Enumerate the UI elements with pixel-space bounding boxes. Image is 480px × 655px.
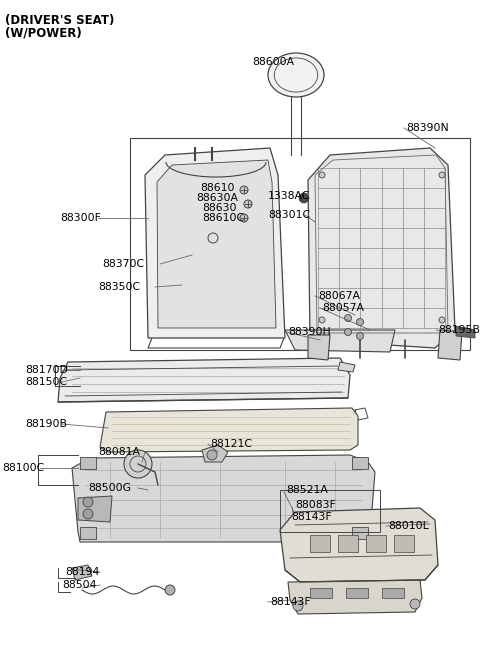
Circle shape: [124, 450, 152, 478]
Polygon shape: [308, 335, 330, 360]
Circle shape: [410, 599, 420, 609]
Text: (W/POWER): (W/POWER): [5, 26, 82, 39]
Text: 88390H: 88390H: [288, 327, 331, 337]
Text: 88370C: 88370C: [102, 259, 144, 269]
Text: 1338AC: 1338AC: [268, 191, 311, 201]
Polygon shape: [456, 326, 475, 338]
Text: 88010L: 88010L: [388, 521, 429, 531]
Polygon shape: [145, 148, 285, 338]
Polygon shape: [157, 160, 276, 328]
Text: 88190B: 88190B: [25, 419, 67, 429]
Circle shape: [165, 585, 175, 595]
Polygon shape: [72, 455, 375, 542]
Circle shape: [83, 497, 93, 507]
Polygon shape: [285, 330, 395, 352]
Polygon shape: [80, 457, 96, 469]
Text: 88610: 88610: [200, 183, 235, 193]
Text: 88100C: 88100C: [2, 463, 44, 473]
Polygon shape: [78, 496, 112, 522]
Text: 88504: 88504: [62, 580, 96, 590]
Polygon shape: [280, 508, 438, 582]
Text: 88301C: 88301C: [268, 210, 310, 220]
Circle shape: [345, 329, 351, 335]
Polygon shape: [310, 535, 330, 552]
Polygon shape: [100, 408, 358, 452]
Polygon shape: [346, 588, 368, 598]
Circle shape: [319, 317, 325, 323]
Text: 88194: 88194: [65, 567, 99, 577]
Polygon shape: [288, 580, 422, 614]
Polygon shape: [72, 565, 92, 580]
Text: 88081A: 88081A: [98, 447, 140, 457]
Bar: [130, 138, 470, 350]
Text: 88143F: 88143F: [291, 512, 332, 522]
Polygon shape: [338, 362, 355, 372]
Circle shape: [439, 317, 445, 323]
Circle shape: [207, 450, 217, 460]
Ellipse shape: [268, 53, 324, 97]
Polygon shape: [310, 588, 332, 598]
Polygon shape: [202, 445, 228, 462]
Circle shape: [319, 172, 325, 178]
Polygon shape: [80, 527, 96, 539]
Polygon shape: [438, 330, 462, 360]
Text: 88390N: 88390N: [406, 123, 449, 133]
Text: 88630: 88630: [202, 203, 237, 213]
Circle shape: [240, 186, 248, 194]
Text: 88600A: 88600A: [252, 57, 294, 67]
Circle shape: [357, 318, 363, 326]
Text: 88630A: 88630A: [196, 193, 238, 203]
Circle shape: [345, 314, 351, 322]
Circle shape: [293, 601, 303, 611]
Text: 88121C: 88121C: [210, 439, 252, 449]
Text: 88521A: 88521A: [286, 485, 328, 495]
Circle shape: [244, 200, 252, 208]
Text: 88170D: 88170D: [25, 365, 68, 375]
Circle shape: [299, 193, 309, 203]
Text: 88083F: 88083F: [295, 500, 336, 510]
Polygon shape: [366, 535, 386, 552]
Circle shape: [83, 509, 93, 519]
Polygon shape: [308, 148, 455, 348]
Polygon shape: [352, 527, 368, 539]
Text: 88143F: 88143F: [270, 597, 311, 607]
Polygon shape: [338, 535, 358, 552]
Text: 88057A: 88057A: [322, 303, 364, 313]
Polygon shape: [352, 457, 368, 469]
Polygon shape: [382, 588, 404, 598]
Circle shape: [240, 214, 248, 222]
Bar: [280, 490, 380, 532]
Circle shape: [357, 333, 363, 339]
Text: 88350C: 88350C: [98, 282, 140, 292]
Polygon shape: [394, 535, 414, 552]
Text: 88067A: 88067A: [318, 291, 360, 301]
Circle shape: [439, 172, 445, 178]
Text: 88300F: 88300F: [60, 213, 101, 223]
Polygon shape: [58, 358, 350, 402]
Text: (DRIVER'S SEAT): (DRIVER'S SEAT): [5, 14, 114, 27]
Text: 88195B: 88195B: [438, 325, 480, 335]
Text: 88610C: 88610C: [202, 213, 244, 223]
Text: 88150C: 88150C: [25, 377, 67, 387]
Text: 88500G: 88500G: [88, 483, 131, 493]
